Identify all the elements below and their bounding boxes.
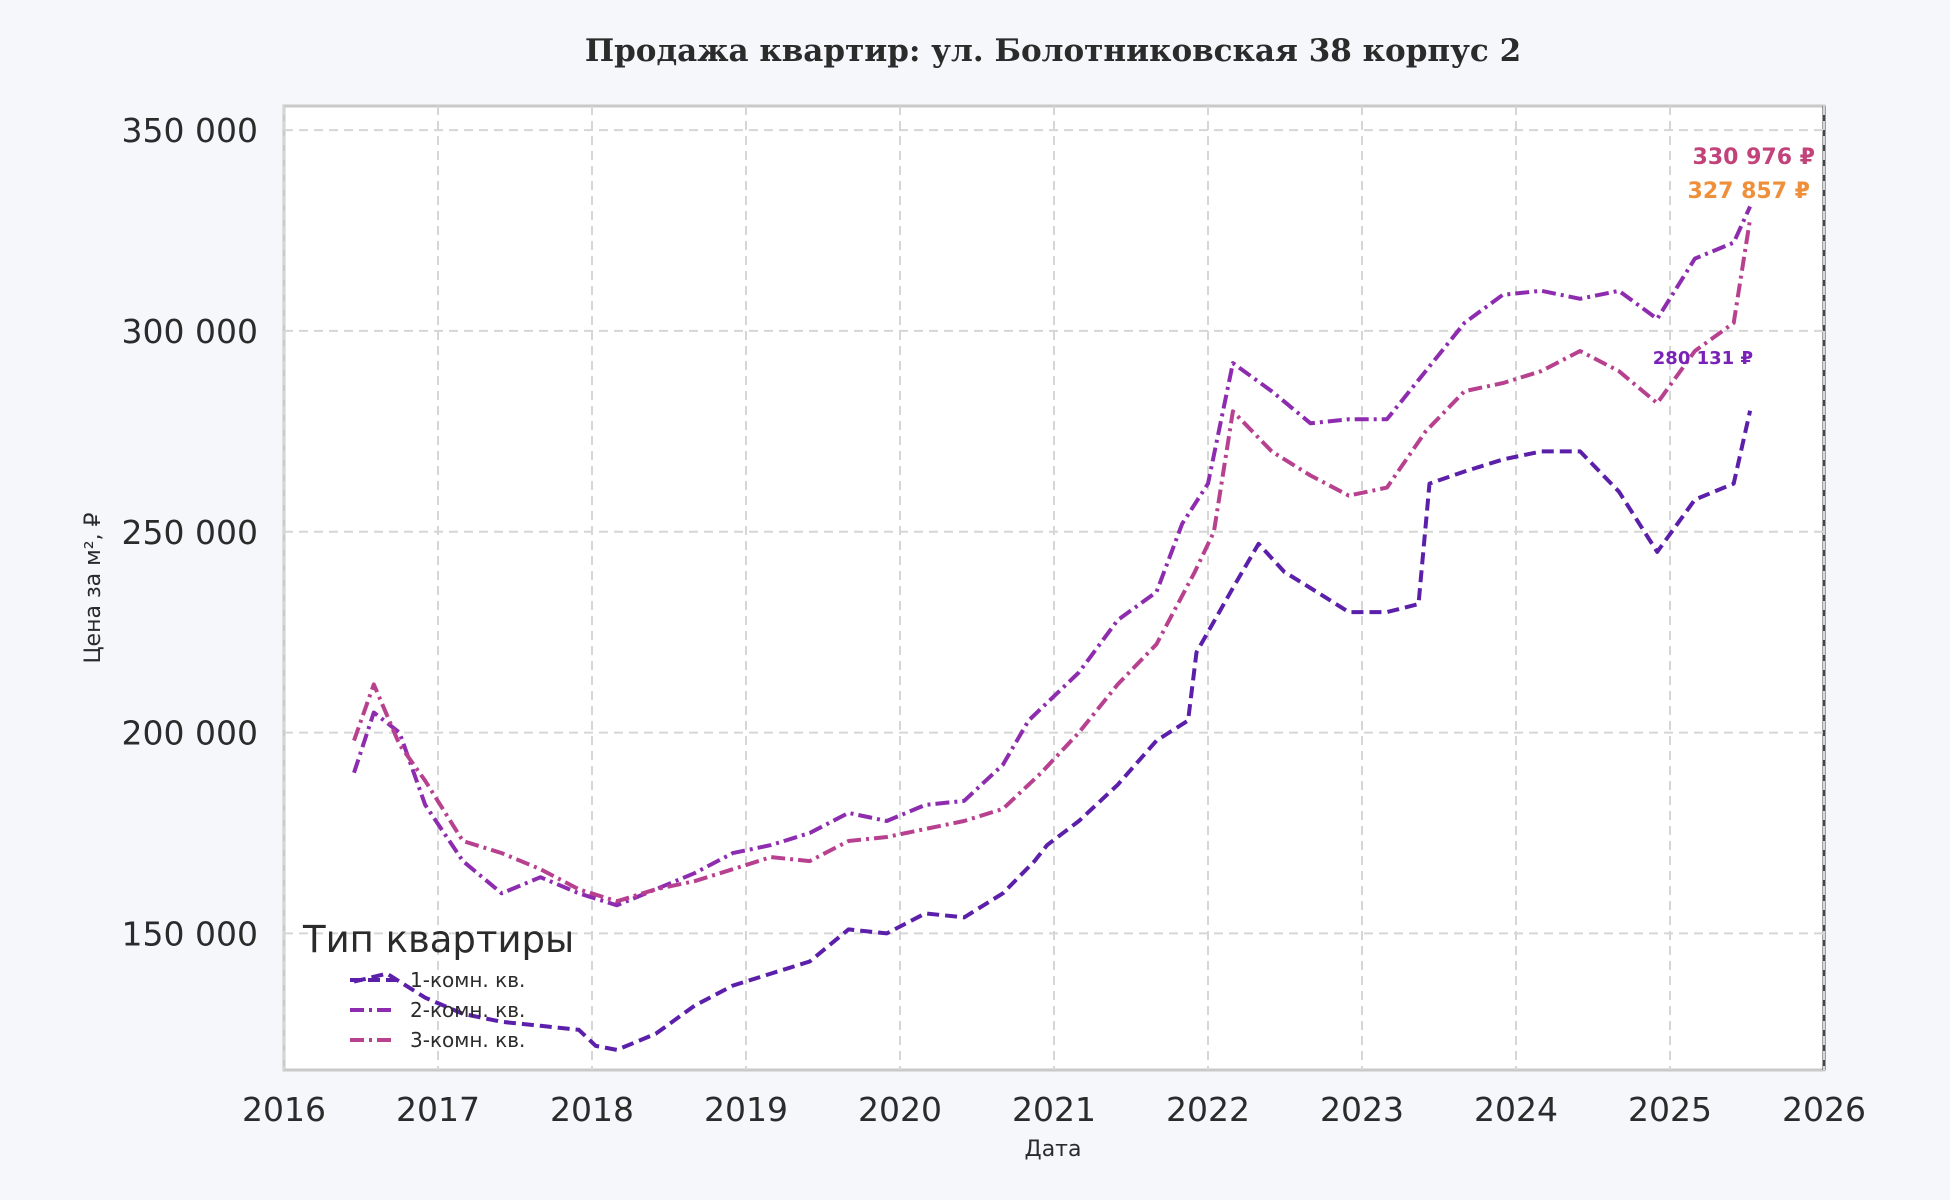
x-tick-label: 2024 [1474,1090,1558,1129]
x-tick-label: 2021 [1012,1090,1096,1129]
x-tick-label: 2026 [1782,1090,1866,1129]
x-ticks: 2016 2017 2018 2019 2020 2021 2022 2023 2024 2025… [242,1090,1866,1129]
y-ticks: 150 000 200 000 250 000 300 000 350 000 [122,111,258,953]
y-tick-label: 200 000 [122,714,258,753]
y-tick-label: 300 000 [122,312,258,351]
end-labels: 280 131 ₽ 330 976 ₽ 327 857 ₽ [1653,145,1815,369]
x-tick-label: 2020 [858,1090,942,1129]
chart-title: Продажа квартир: ул. Болотниковская 38 к… [585,33,1521,69]
x-axis-label: Дата [1025,1137,1082,1162]
legend-label: 2-комн. кв. [410,998,525,1022]
legend-title: Тип квартиры [302,918,574,961]
y-axis-label: Цена за м², ₽ [81,512,106,663]
legend: Тип квартиры 1-комн. кв. 2-комн. кв. 3-ком… [302,918,574,1052]
x-tick-label: 2017 [396,1090,480,1129]
series-line [352,205,1752,908]
x-tick-label: 2016 [242,1090,326,1129]
y-tick-label: 250 000 [122,513,258,552]
x-tick-label: 2023 [1320,1090,1404,1129]
end-value-label: 280 131 ₽ [1653,348,1753,369]
series-line [353,410,1753,1052]
end-value-label: 330 976 ₽ [1693,145,1815,170]
series-line [352,218,1753,904]
x-tick-label: 2019 [704,1090,788,1129]
x-tick-label: 2022 [1166,1090,1250,1129]
grid [283,106,1825,1070]
series-lines [352,205,1753,1052]
y-tick-label: 350 000 [122,111,258,150]
end-value-label: 327 857 ₽ [1688,179,1810,204]
x-tick-label: 2025 [1628,1090,1712,1129]
legend-label: 1-комн. кв. [410,968,525,992]
x-tick-label: 2018 [550,1090,634,1129]
legend-label: 3-комн. кв. [410,1028,525,1052]
y-tick-label: 150 000 [122,914,258,953]
